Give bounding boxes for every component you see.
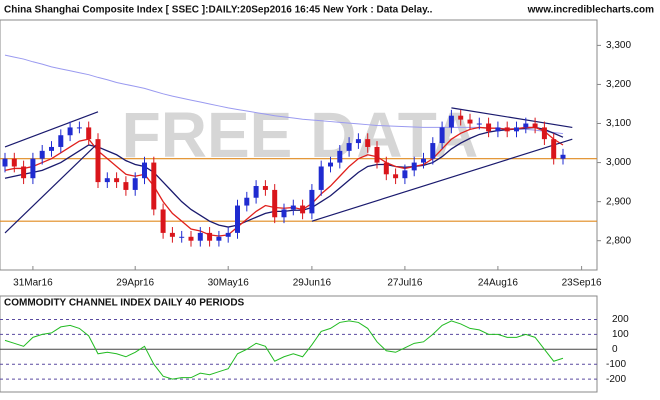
candle-body bbox=[328, 162, 333, 167]
candle-body bbox=[207, 232, 213, 241]
candle-body bbox=[169, 232, 175, 237]
candle-body bbox=[11, 158, 17, 167]
candle-body bbox=[86, 127, 92, 140]
candle-body bbox=[160, 209, 166, 233]
candle-body bbox=[290, 205, 296, 210]
candle-body bbox=[346, 143, 352, 151]
candle-body bbox=[458, 115, 464, 120]
candle-body bbox=[216, 236, 222, 241]
candle-body bbox=[476, 123, 482, 125]
candle-body bbox=[151, 162, 157, 210]
x-tick-label: 31Mar16 bbox=[13, 278, 53, 289]
y-tick-label: 2,800 bbox=[606, 235, 631, 246]
price-panel bbox=[0, 19, 598, 271]
candle-body bbox=[197, 232, 203, 241]
candle-body bbox=[30, 158, 36, 179]
candle-body bbox=[49, 146, 54, 151]
y-tick-label: 3,000 bbox=[606, 157, 631, 168]
x-tick-label: 27Jul16 bbox=[387, 278, 422, 289]
x-tick-label: 23Sep16 bbox=[562, 278, 602, 289]
y-tick-label: 100 bbox=[612, 329, 629, 340]
candle-body bbox=[541, 127, 547, 140]
candle-body bbox=[383, 162, 389, 175]
trend-line bbox=[4, 142, 99, 234]
candle-body bbox=[67, 127, 73, 136]
x-tick-label: 29Jun16 bbox=[293, 278, 332, 289]
y-tick-label: 200 bbox=[612, 314, 629, 325]
chart-title: China Shanghai Composite Index [ SSEC ]:… bbox=[4, 5, 433, 16]
candle-body bbox=[514, 127, 519, 132]
candle-body bbox=[244, 197, 250, 206]
candle-body bbox=[142, 162, 147, 179]
source: www.incrediblecharts.com bbox=[527, 5, 654, 16]
candle-body bbox=[439, 127, 445, 144]
candle-body bbox=[421, 158, 426, 163]
candle-body bbox=[430, 143, 436, 159]
candle-body bbox=[2, 158, 8, 167]
candle-body bbox=[262, 186, 268, 190]
candle-body bbox=[272, 189, 278, 218]
candle-body bbox=[337, 150, 343, 163]
x-tick-label: 29Apr16 bbox=[116, 278, 154, 289]
trend-line bbox=[311, 138, 573, 222]
candle-body bbox=[123, 182, 129, 190]
candle-body bbox=[411, 162, 417, 171]
candle-body bbox=[58, 135, 64, 147]
cci-panel bbox=[0, 295, 598, 393]
x-tick-label: 30May16 bbox=[208, 278, 250, 289]
trend-line bbox=[451, 107, 573, 129]
candle-body bbox=[114, 178, 120, 183]
candle-body bbox=[179, 236, 185, 238]
candle-body bbox=[365, 139, 371, 147]
candle-body bbox=[467, 119, 473, 124]
candle-body bbox=[104, 178, 110, 183]
candle-body bbox=[504, 127, 510, 132]
candle-body bbox=[355, 139, 361, 144]
y-tick-label: -100 bbox=[606, 359, 626, 370]
candle-body bbox=[235, 205, 240, 233]
y-tick-label: -200 bbox=[606, 374, 626, 385]
cci-title: COMMODITY CHANNEL INDEX DAILY 40 PERIODS bbox=[4, 298, 245, 309]
candle-body bbox=[132, 178, 138, 190]
candle-body bbox=[188, 236, 194, 241]
candle-body bbox=[76, 127, 82, 129]
candle-body bbox=[21, 166, 27, 179]
y-tick-label: 3,200 bbox=[606, 79, 631, 90]
candle-body bbox=[532, 123, 538, 128]
candle-body bbox=[39, 150, 45, 159]
candle-body bbox=[281, 209, 287, 218]
candle-body bbox=[402, 170, 408, 179]
candle-body bbox=[393, 174, 399, 179]
y-tick-label: 2,900 bbox=[606, 196, 631, 207]
candle-body bbox=[225, 232, 231, 237]
cci-line bbox=[4, 320, 564, 380]
trend-line bbox=[4, 111, 99, 148]
candle-body bbox=[300, 205, 306, 214]
x-tick-label: 24Aug16 bbox=[478, 278, 518, 289]
candle-body bbox=[374, 146, 380, 163]
candle-body bbox=[309, 189, 315, 214]
y-tick-label: 3,300 bbox=[606, 40, 631, 51]
y-tick-label: 0 bbox=[612, 344, 618, 355]
candle-body bbox=[486, 123, 492, 132]
candle-body bbox=[318, 166, 324, 190]
candle-body bbox=[448, 115, 454, 128]
y-tick-label: 3,100 bbox=[606, 118, 631, 129]
candle-body bbox=[523, 123, 529, 128]
candle-body bbox=[95, 139, 101, 183]
candle-body bbox=[495, 127, 501, 132]
candle-body bbox=[560, 154, 566, 159]
candle-body bbox=[551, 139, 557, 159]
candle-body bbox=[253, 186, 259, 198]
